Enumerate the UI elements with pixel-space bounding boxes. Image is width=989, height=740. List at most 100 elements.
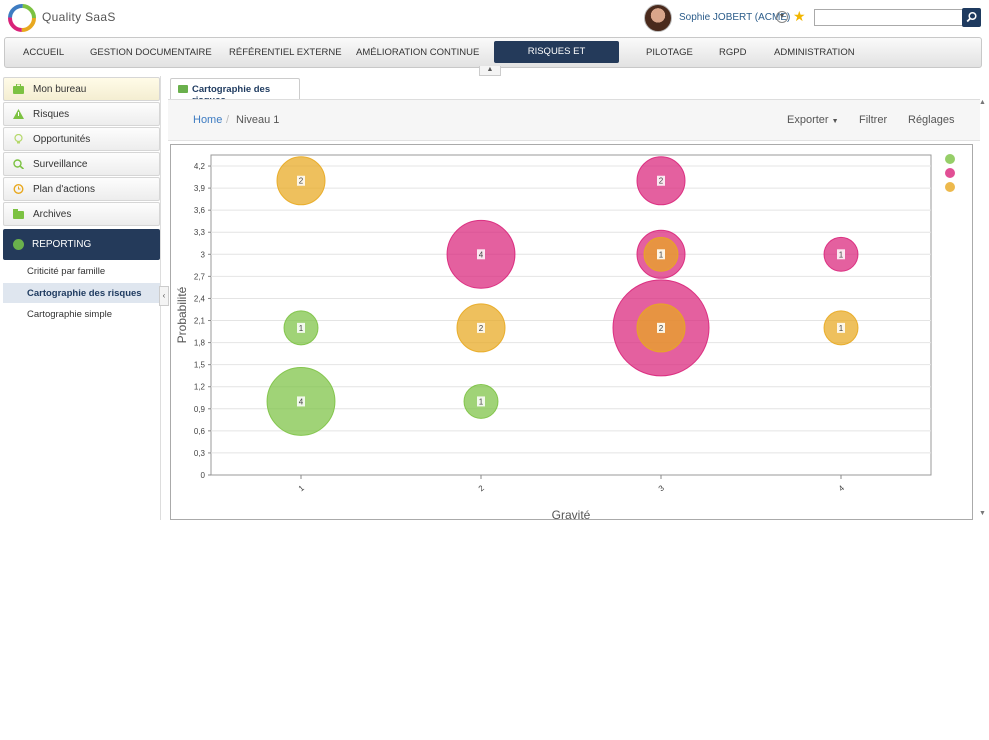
avatar[interactable]	[644, 4, 672, 32]
sidebar-item-label: Mon bureau	[33, 84, 87, 95]
nav-administration[interactable]: ADMINISTRATION	[774, 47, 855, 58]
x-tick-label: 4	[837, 483, 847, 493]
warning-icon	[13, 109, 24, 119]
breadcrumb-current: Niveau 1	[236, 114, 280, 126]
clock-icon	[13, 184, 24, 194]
scroll-down-icon[interactable]: ▼	[979, 510, 986, 517]
nav-accueil[interactable]: ACCUEIL	[23, 47, 65, 58]
breadcrumb-separator: /	[226, 114, 230, 126]
sidebar-subitem-criticite[interactable]: Criticité par famille	[3, 261, 160, 281]
nav-gestion-documentaire[interactable]: GESTION DOCUMENTAIRE	[90, 47, 212, 58]
nav-rgpd[interactable]: RGPD	[719, 47, 747, 58]
sidebar-item-surveillance[interactable]: Surveillance	[3, 152, 160, 176]
nav-risques-opportunites[interactable]: RISQUES ET OPPORTUNITÉS	[494, 41, 619, 79]
bubble-label: 2	[659, 177, 664, 186]
x-axis-label: Gravité	[552, 508, 591, 519]
y-tick-label: 3,9	[194, 184, 206, 193]
legend-marker	[945, 182, 955, 192]
sidebar-item-label: REPORTING	[32, 239, 92, 250]
bubble-label: 1	[839, 324, 844, 333]
main-nav: ACCUEIL GESTION DOCUMENTAIRE RÉFÉRENTIEL…	[4, 37, 982, 79]
breadcrumb: Home / Niveau 1 Exporter ▼ Filtrer Régla…	[168, 100, 980, 141]
search-icon	[966, 11, 977, 23]
filter-button[interactable]: Filtrer	[859, 114, 888, 126]
sidebar-subitem-label: Criticité par famille	[27, 266, 106, 277]
y-tick-label: 2,4	[194, 294, 206, 303]
bubble-chart: 0 0,3 0,6 0,9 1,2 1,5 1,8 2,1 2,4 2,7 3 3,3 3,6 3,9 4,…	[170, 144, 973, 522]
export-button[interactable]: Exporter ▼	[787, 114, 839, 126]
bubble-label: 2	[299, 177, 304, 186]
bubble-label: 1	[839, 250, 844, 259]
sidebar-item-opportunites[interactable]: Opportunités	[3, 127, 160, 151]
bubble-chart-svg: 0 0,3 0,6 0,9 1,2 1,5 1,8 2,1 2,4 2,7 3 3,3 3,6 3,9 4,…	[175, 154, 955, 522]
sidebar-subitem-label: Cartographie simple	[27, 309, 113, 320]
y-tick-label: 1,5	[194, 361, 206, 370]
bubble-label-bg	[297, 322, 305, 333]
x-tick-label: 3	[657, 483, 667, 493]
nav-amelioration-continue[interactable]: AMÉLIORATION CONTINUE	[356, 47, 480, 58]
archive-icon	[13, 209, 24, 219]
sidebar-item-risques[interactable]: Risques	[3, 102, 160, 126]
bubble-label: 2	[479, 324, 484, 333]
quality-logo-icon[interactable]	[8, 4, 36, 32]
y-tick-label: 0,6	[194, 427, 206, 436]
sidebar-collapse-button[interactable]: ‹	[159, 286, 169, 306]
sidebar-subitem-cartographie-simple[interactable]: Cartographie simple	[3, 304, 160, 324]
bubble-label-bg	[657, 249, 665, 260]
bubble-label: 1	[479, 397, 484, 406]
sidebar-subitem-cartographie-risques[interactable]: Cartographie des risques	[3, 283, 160, 303]
bubble-label-bg	[477, 249, 485, 260]
tab-cartographie-risques[interactable]: Cartographie des risques	[170, 78, 300, 106]
sidebar-item-archives[interactable]: Archives	[3, 202, 160, 226]
y-tick-label: 4,2	[194, 162, 206, 171]
sidebar-item-label: Surveillance	[33, 159, 88, 170]
scrollbar[interactable]: ▲ ▼	[978, 99, 987, 520]
bubble-label-bg	[837, 322, 845, 333]
sidebar-item-mon-bureau[interactable]: Mon bureau	[3, 77, 160, 101]
nav-referentiel-externe[interactable]: RÉFÉRENTIEL EXTERNE	[229, 47, 342, 58]
collapse-header-button[interactable]: ▲	[479, 66, 501, 76]
briefcase-icon	[178, 85, 188, 93]
sidebar-item-reporting[interactable]: REPORTING	[3, 229, 160, 260]
star-icon[interactable]: ★	[793, 8, 806, 24]
y-tick-label: 1,8	[194, 339, 206, 348]
bubble-label-bg	[477, 322, 485, 333]
bubble-label-bg	[657, 175, 665, 186]
y-tick-label: 2,7	[194, 272, 206, 281]
main-content: Home / Niveau 1 Exporter ▼ Filtrer Régla…	[168, 99, 980, 522]
scroll-up-icon[interactable]: ▲	[979, 99, 986, 106]
nav-pilotage[interactable]: PILOTAGE	[646, 47, 693, 58]
y-tick-label: 1,2	[194, 383, 206, 392]
y-tick-label: 0,9	[194, 405, 206, 414]
settings-button[interactable]: Réglages	[908, 114, 955, 126]
y-tick-label: 0,3	[194, 449, 206, 458]
chevron-down-icon[interactable]: ▼	[776, 11, 788, 23]
caret-down-icon: ▼	[831, 118, 839, 125]
y-tick-label: 3,3	[194, 228, 206, 237]
y-tick-label: 3	[201, 250, 206, 259]
x-tick-label: 2	[477, 483, 487, 493]
legend-marker	[945, 154, 955, 164]
sidebar-item-plan-actions[interactable]: Plan d'actions	[3, 177, 160, 201]
search-input[interactable]	[814, 9, 966, 26]
bubble-label: 4	[299, 397, 304, 406]
y-tick-label: 2,1	[194, 317, 206, 326]
x-tick-label: 1	[297, 483, 307, 493]
app-name: Quality SaaS	[42, 10, 116, 24]
sidebar-item-label: Risques	[33, 109, 70, 120]
export-label: Exporter	[787, 114, 829, 126]
sidebar-item-label: Opportunités	[33, 134, 91, 145]
bubble-label: 1	[299, 324, 304, 333]
sidebar: Mon bureau Risques Opportunités Surveill…	[3, 76, 161, 520]
briefcase-icon	[13, 84, 24, 94]
bubble-label-bg	[657, 322, 665, 333]
y-tick-label: 3,6	[194, 206, 206, 215]
legend-marker	[945, 168, 955, 178]
sidebar-subitem-label: Cartographie des risques	[27, 288, 142, 299]
bubble-label: 4	[479, 250, 484, 259]
pie-chart-icon	[13, 239, 24, 250]
user-name[interactable]: Sophie JOBERT (ACME)	[679, 12, 791, 23]
bubble-label-bg	[477, 396, 485, 407]
search-button[interactable]	[962, 8, 981, 27]
breadcrumb-home-link[interactable]: Home	[193, 114, 223, 126]
